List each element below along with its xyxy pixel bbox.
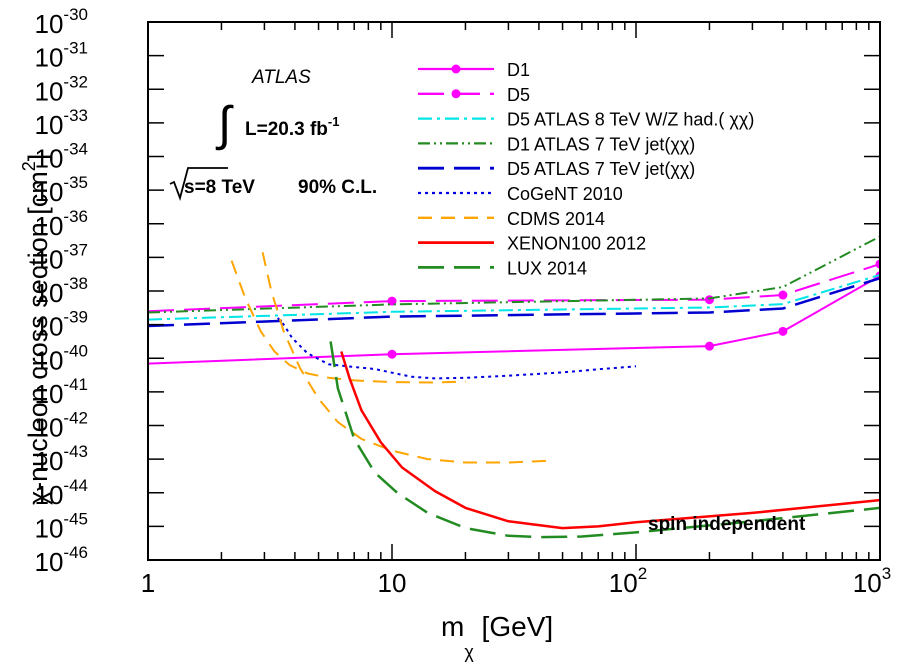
energy-label: s=8 TeV (184, 177, 255, 198)
y-tick-label: 10-31 (35, 39, 89, 73)
legend-marker (451, 89, 461, 99)
y-tick-label: 10-37 (35, 240, 89, 274)
x-axis-title: mχ [GeV] (441, 611, 553, 662)
y-tick-label: 10-33 (35, 106, 89, 140)
legend-label: LUX 2014 (507, 258, 587, 278)
legend: D1 D5 D5 ATLAS 8 TeV W/Z had.( χχ) D1 ATLAS… (418, 60, 754, 278)
integral-symbol: ∫ (215, 98, 234, 151)
y-tick-label: 10-46 (35, 543, 89, 577)
y-tick-label: 10-45 (35, 509, 89, 543)
x-tick-label: 1 (141, 568, 155, 598)
legend-label: CoGeNT 2010 (507, 184, 623, 204)
y-tick-label: 10-44 (35, 476, 89, 510)
x-tick-label: 103 (853, 564, 891, 598)
y-tick-label: 10-39 (35, 308, 89, 342)
sqrt-sign (169, 167, 228, 201)
series-line-d5-atlas-7-tev-jet (148, 277, 880, 328)
series-line-cogent-2010 (276, 317, 637, 380)
data-point-marker (875, 259, 880, 269)
x-tick-label: 102 (609, 564, 647, 598)
y-axis-title: χ-nucleon cross section [cm2] (19, 154, 53, 505)
y-tick-label: 10-35 (35, 173, 89, 207)
tick-layer (147, 21, 880, 561)
plot-frame (147, 21, 881, 561)
series-layer (148, 235, 880, 539)
data-point-marker (387, 296, 397, 306)
x-tick-label: 10 (378, 568, 407, 598)
y-tick-label: 10-43 (35, 442, 89, 476)
series-line-d5-atlas-8-tev-w-z-had (148, 273, 880, 321)
series-line-xenon100-2012 (340, 351, 880, 530)
legend-label: D5 ATLAS 8 TeV W/Z had.( χχ) (507, 110, 754, 130)
data-point-marker (778, 326, 788, 336)
spin-independent-label: spin independent (648, 514, 806, 535)
luminosity-label: L=20.3 fb-1 (245, 114, 339, 140)
data-point-marker (778, 290, 788, 300)
atlas-label: ATLAS (251, 67, 311, 88)
y-tick-label: 10-40 (35, 341, 89, 375)
y-tick-label: 10-36 (35, 207, 89, 241)
legend-label: XENON100 2012 (507, 234, 646, 254)
y-tick-label: 10-32 (35, 72, 89, 106)
label-layer: 10-3010-3110-3210-3310-3410-3510-3610-37… (19, 5, 891, 662)
series-line-cdms-2014-segment (261, 252, 547, 464)
y-tick-label: 10-41 (35, 375, 89, 409)
legend-label: D1 (507, 60, 530, 80)
data-point-marker (704, 341, 714, 351)
legend-label: CDMS 2014 (507, 209, 605, 229)
y-tick-label: 10-42 (35, 409, 89, 443)
data-point-marker (704, 295, 714, 305)
legend-label: D5 ATLAS 7 TeV jet(χχ) (507, 159, 695, 179)
y-tick-label: 10-30 (35, 5, 89, 39)
y-tick-label: 10-38 (35, 274, 89, 308)
legend-marker (451, 64, 461, 74)
cl-label: 90% C.L. (298, 177, 377, 198)
series-line-lux-2014 (329, 341, 880, 539)
y-tick-label: 10-34 (35, 140, 89, 174)
series-line-cdms-2014 (230, 260, 466, 384)
legend-label: D5 (507, 85, 530, 105)
series-line-d1-atlas-7-tev-jet (148, 235, 880, 314)
data-point-marker (387, 349, 397, 359)
legend-label: D1 ATLAS 7 TeV jet(χχ) (507, 134, 695, 154)
